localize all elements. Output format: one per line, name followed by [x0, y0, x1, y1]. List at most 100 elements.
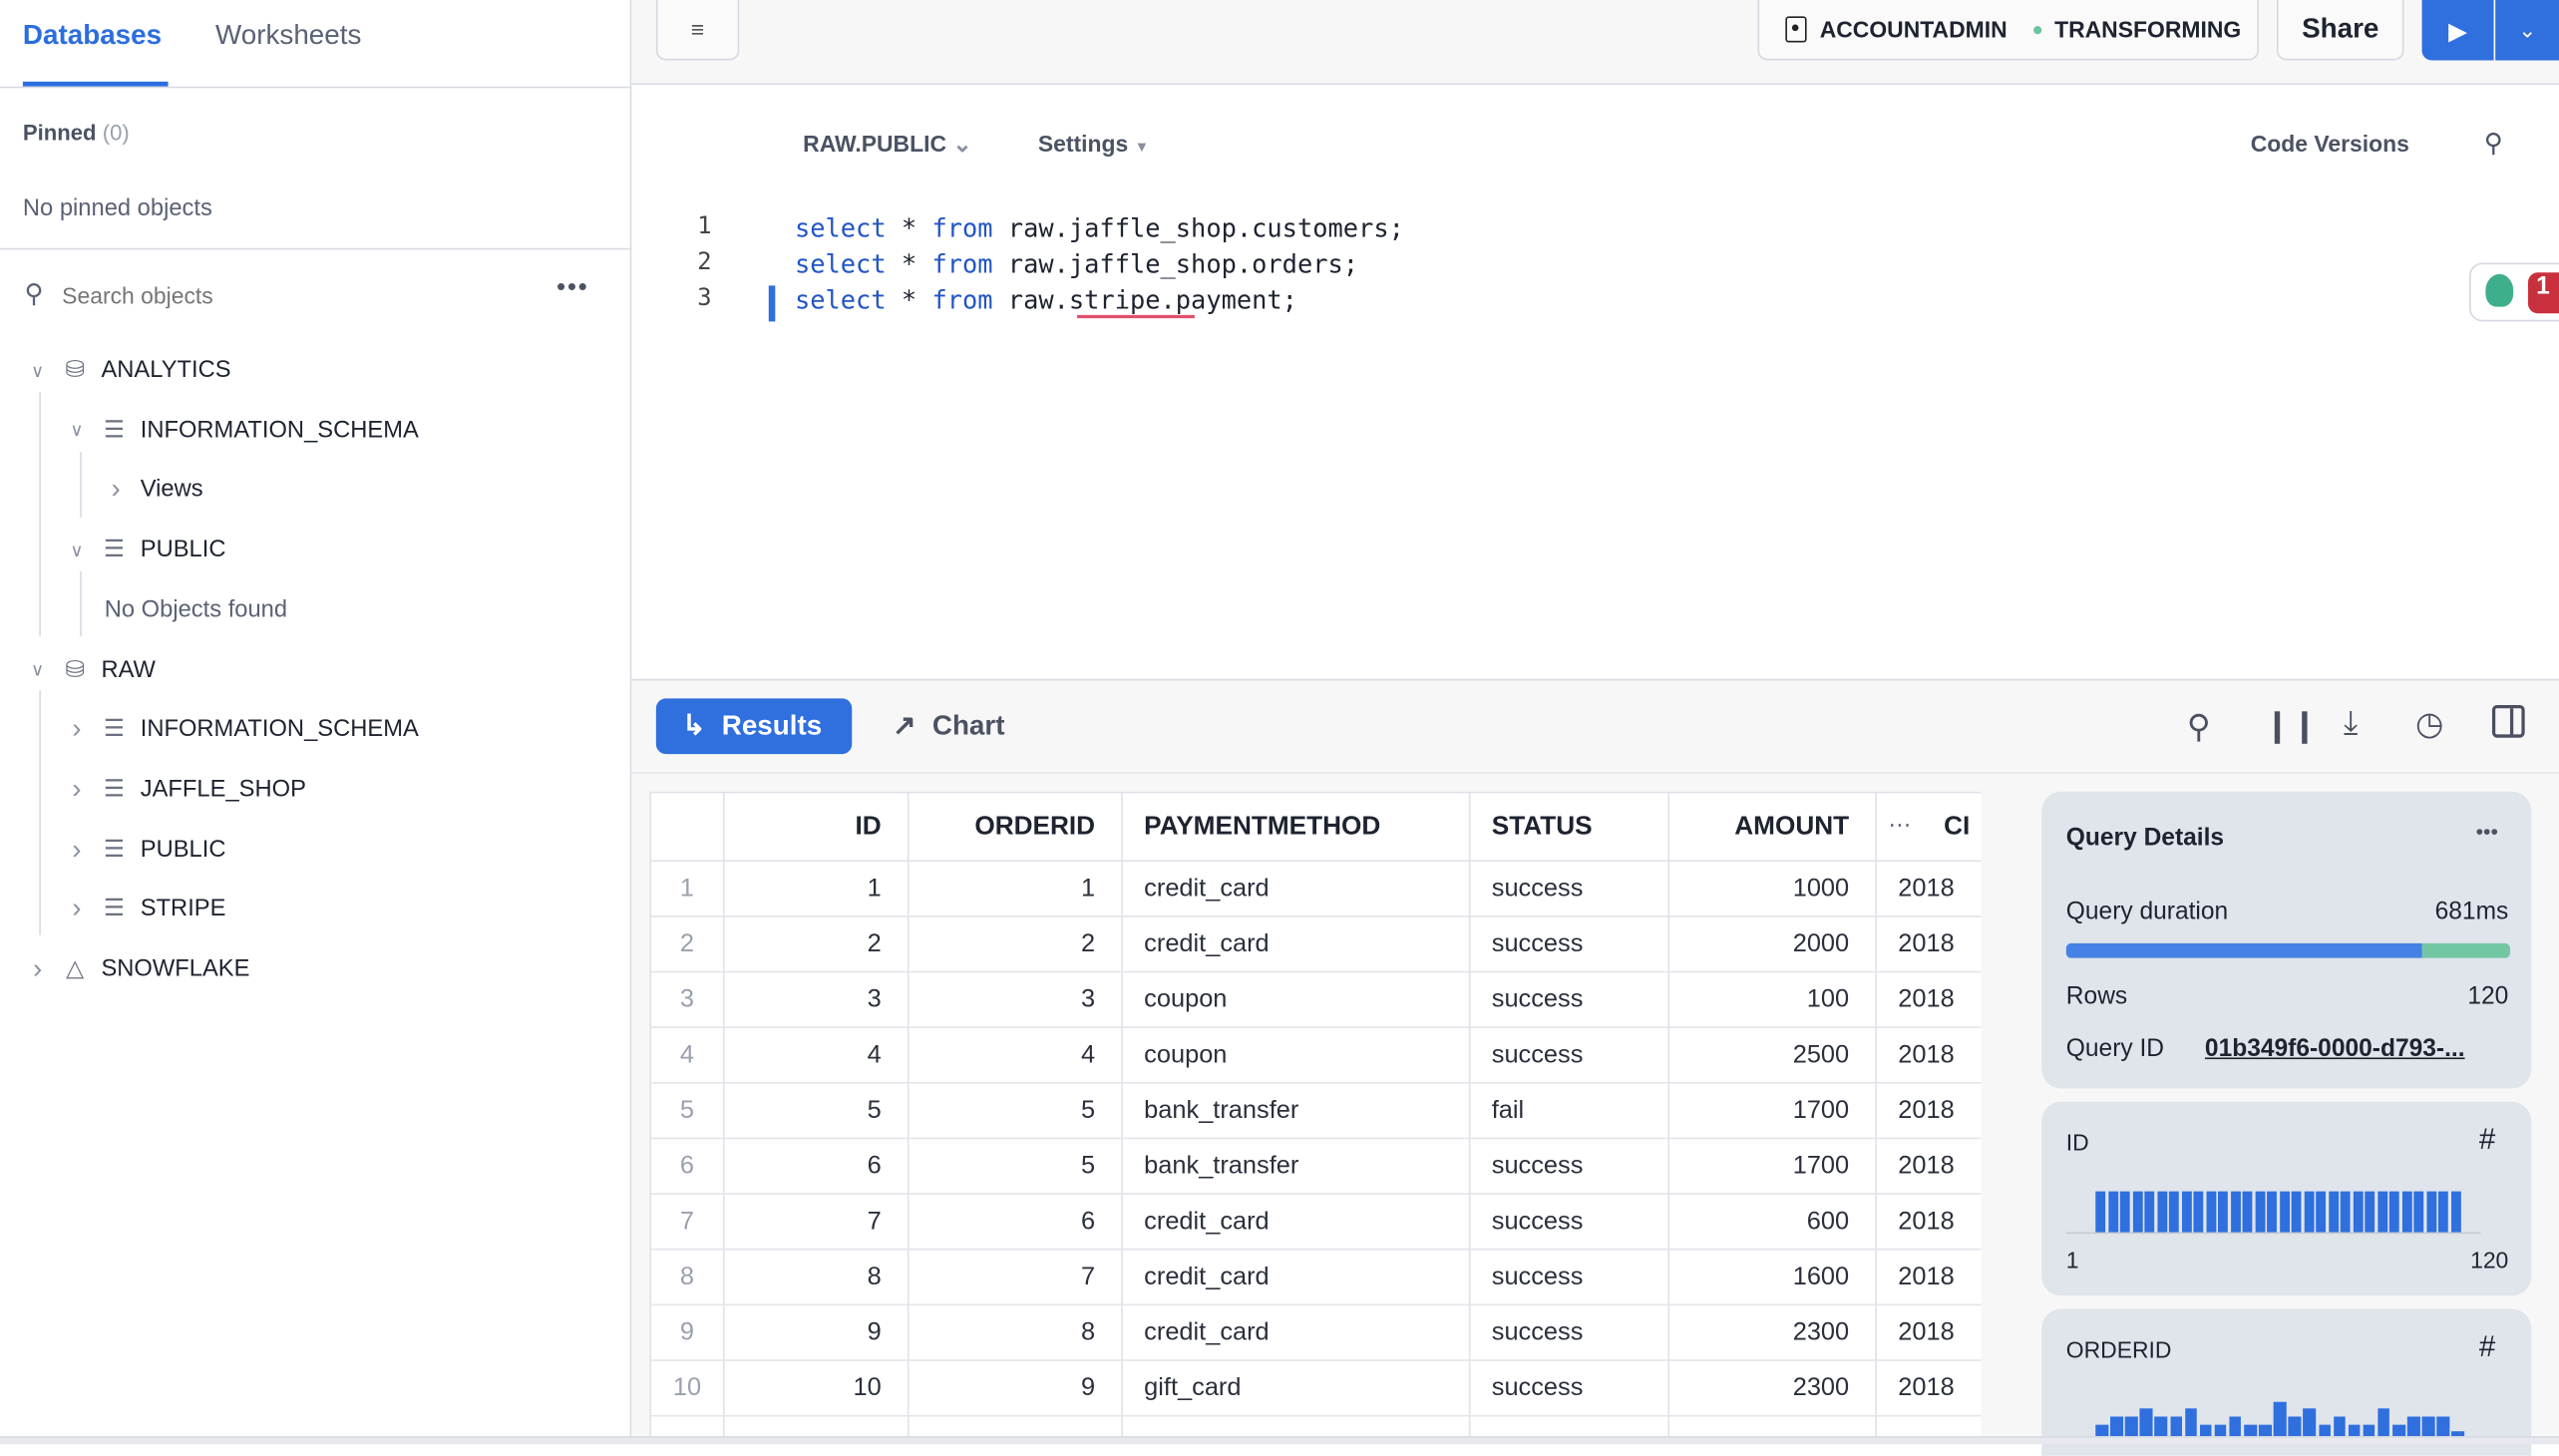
table-cell[interactable]: 100	[1806, 985, 1850, 1014]
table-cell[interactable]: 2018	[1898, 985, 1955, 1014]
column-divider[interactable]	[1875, 791, 1877, 1437]
query-id-link[interactable]: 01b349f6-0000-d793-...	[2204, 1034, 2465, 1063]
table-row[interactable]	[650, 1361, 1982, 1417]
table-cell[interactable]: 7	[867, 1208, 882, 1236]
chevron-right-icon[interactable]: ›	[111, 474, 121, 506]
table-cell[interactable]: 2018	[1898, 1373, 1955, 1402]
table-cell[interactable]: success	[1491, 985, 1584, 1014]
table-cell[interactable]: success	[1491, 929, 1584, 958]
code-line[interactable]: select * from raw.jaffle_shop.orders;	[795, 249, 1358, 278]
column-menu-icon[interactable]: ⋯	[1888, 811, 1912, 838]
table-cell[interactable]: success	[1491, 1152, 1584, 1181]
results-tab[interactable]: ↳ Results	[655, 698, 853, 755]
table-cell[interactable]: credit_card	[1144, 1263, 1270, 1291]
column-header[interactable]: STATUS	[1491, 812, 1593, 841]
table-cell[interactable]: 2018	[1898, 929, 1955, 958]
table-cell[interactable]: 9	[867, 1318, 882, 1347]
more-options-icon[interactable]: •••	[2475, 819, 2498, 845]
table-cell[interactable]: success	[1491, 1373, 1584, 1402]
table-cell[interactable]: 2018	[1898, 1208, 1955, 1236]
more-options-icon[interactable]: •••	[556, 273, 589, 302]
table-row[interactable]	[650, 1084, 1982, 1140]
table-cell[interactable]: 8	[867, 1263, 882, 1291]
toggle-side-panel-icon[interactable]	[2491, 704, 2525, 738]
table-cell[interactable]: 2018	[1898, 1318, 1955, 1347]
column-divider[interactable]	[1667, 791, 1670, 1437]
table-cell[interactable]: 600	[1806, 1208, 1850, 1236]
code-line[interactable]: select * from raw.jaffle_shop.customers;	[795, 213, 1404, 242]
table-cell[interactable]: fail	[1491, 1096, 1525, 1125]
share-button[interactable]: Share	[2276, 0, 2404, 61]
table-cell[interactable]: 2000	[1792, 929, 1850, 958]
table-row[interactable]	[650, 917, 1982, 973]
table-cell[interactable]: success	[1491, 1318, 1584, 1347]
tree-item[interactable]: › ☰ INFORMATION_SCHEMA	[65, 710, 419, 749]
table-cell[interactable]: 1	[1080, 875, 1096, 903]
settings-dropdown[interactable]: Settings ▼	[1038, 131, 1149, 157]
table-cell[interactable]: success	[1491, 1208, 1584, 1236]
chevron-down-icon[interactable]: ∨	[70, 541, 84, 561]
table-cell[interactable]: 1700	[1792, 1096, 1850, 1125]
column-divider[interactable]	[1121, 791, 1123, 1437]
table-cell[interactable]: 2300	[1792, 1373, 1850, 1402]
column-divider[interactable]	[1468, 791, 1471, 1437]
table-cell[interactable]: credit_card	[1144, 875, 1270, 903]
table-row[interactable]	[650, 1139, 1982, 1195]
tab-databases[interactable]: Databases	[22, 19, 163, 51]
table-cell[interactable]: 2500	[1792, 1041, 1850, 1069]
tree-item[interactable]: › ☰ STRIPE	[65, 890, 225, 928]
column-header[interactable]: CI	[1944, 812, 1971, 841]
search-icon[interactable]: ⚲	[2186, 709, 2211, 746]
role-warehouse-selector[interactable]: ACCOUNTADMIN TRANSFORMING	[1757, 0, 2259, 61]
code-line[interactable]: select * from raw.stripe.payment;	[795, 285, 1297, 314]
table-cell[interactable]: success	[1491, 875, 1584, 903]
chevron-right-icon[interactable]: ›	[72, 713, 82, 745]
table-cell[interactable]: success	[1491, 1041, 1584, 1069]
column-header[interactable]: ORDERID	[974, 812, 1096, 841]
chevron-down-icon[interactable]: ∨	[70, 421, 84, 442]
table-cell[interactable]: coupon	[1144, 1041, 1228, 1069]
table-row[interactable]	[650, 1195, 1982, 1251]
table-cell[interactable]: 2018	[1898, 1263, 1955, 1291]
filter-settings-icon[interactable]: ≡	[655, 0, 740, 61]
table-row[interactable]	[650, 972, 1982, 1028]
table-cell[interactable]: 1700	[1792, 1152, 1850, 1181]
table-cell[interactable]: bank_transfer	[1144, 1096, 1299, 1125]
table-cell[interactable]: 9	[1080, 1373, 1096, 1402]
table-cell[interactable]: credit_card	[1144, 929, 1270, 958]
table-cell[interactable]: 3	[867, 985, 882, 1014]
table-cell[interactable]: 2018	[1898, 1152, 1955, 1181]
table-cell[interactable]: 2018	[1898, 1096, 1955, 1125]
table-cell[interactable]: 7	[1080, 1263, 1096, 1291]
table-cell[interactable]: 2	[1080, 929, 1096, 958]
tab-worksheets[interactable]: Worksheets	[215, 19, 362, 51]
tree-item[interactable]: › ☰ PUBLIC	[65, 830, 225, 869]
chevron-right-icon[interactable]: ›	[72, 893, 82, 924]
column-header[interactable]: PAYMENTMETHOD	[1144, 812, 1381, 841]
table-cell[interactable]: credit_card	[1144, 1208, 1270, 1236]
column-divider[interactable]	[722, 791, 725, 1437]
tree-item[interactable]: › ☰ JAFFLE_SHOP	[65, 770, 306, 809]
download-icon[interactable]: ⤓	[2344, 704, 2359, 741]
table-cell[interactable]: 2	[867, 929, 882, 958]
table-cell[interactable]: 5	[1080, 1096, 1096, 1125]
table-cell[interactable]: 1600	[1792, 1263, 1850, 1291]
table-cell[interactable]: gift_card	[1144, 1373, 1242, 1402]
run-button[interactable]: ▶	[2421, 0, 2494, 61]
table-row[interactable]	[650, 1251, 1982, 1306]
table-cell[interactable]: bank_transfer	[1144, 1152, 1299, 1181]
chevron-down-icon[interactable]: ∨	[31, 660, 45, 681]
table-cell[interactable]: coupon	[1144, 985, 1228, 1014]
table-cell[interactable]: 5	[1080, 1152, 1096, 1181]
search-objects-input[interactable]	[62, 277, 536, 314]
table-row[interactable]	[650, 1028, 1982, 1084]
table-cell[interactable]: 5	[867, 1096, 882, 1125]
table-cell[interactable]: 1000	[1792, 875, 1850, 903]
table-cell[interactable]: 2018	[1898, 875, 1955, 903]
columns-icon[interactable]: ❙❙	[2263, 708, 2319, 745]
tree-item[interactable]: ∨ ☰ INFORMATION_SCHEMA	[65, 411, 418, 450]
run-options-dropdown[interactable]: ⌄	[2495, 0, 2559, 61]
column-header[interactable]: ID	[855, 812, 882, 841]
table-cell[interactable]: 1	[867, 875, 882, 903]
context-selector[interactable]: RAW.PUBLIC ⌄	[803, 131, 971, 159]
